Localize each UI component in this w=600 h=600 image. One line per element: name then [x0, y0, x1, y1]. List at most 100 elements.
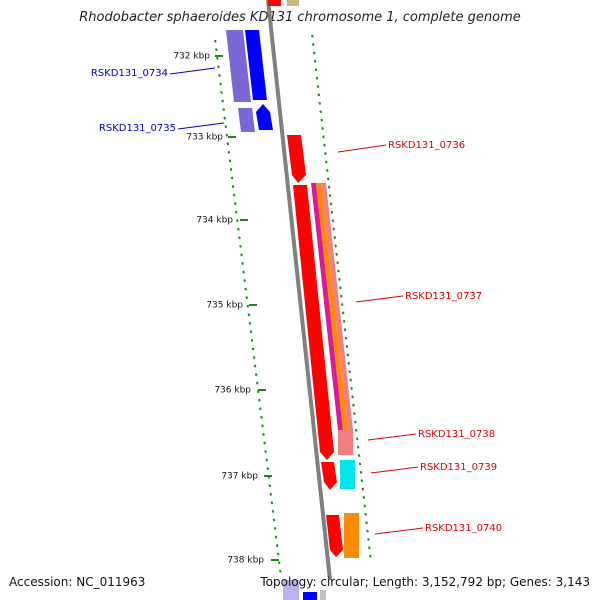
tick-dot — [341, 311, 345, 315]
tick-dot — [324, 152, 327, 156]
gene-label-0736[interactable]: RSKD131_0736 — [337, 140, 465, 153]
tick-dot — [250, 338, 254, 342]
tick-dot — [314, 68, 318, 72]
tick-dot — [350, 387, 353, 390]
gene-label-text[interactable]: RSKD131_0735 — [99, 123, 176, 134]
tick-dot — [249, 330, 253, 334]
tick-dot — [357, 454, 361, 457]
tick-dot — [222, 108, 225, 112]
tick-dot — [230, 176, 234, 180]
kbp-tick-label: 734 kbp — [196, 216, 233, 226]
tick-dot — [253, 364, 257, 368]
gene-label-text[interactable]: RSKD131_0738 — [418, 429, 495, 440]
tick-dot — [317, 93, 321, 97]
tick-dot — [342, 319, 346, 323]
kbp-tick-label: 736 kbp — [214, 386, 251, 396]
tick-dot — [363, 504, 366, 508]
gene-label-0740[interactable]: RSKD131_0740 — [374, 523, 502, 535]
feature-0734-blue — [245, 30, 267, 100]
tick-dot — [268, 484, 272, 488]
tick-dot — [246, 304, 250, 308]
tick-dot — [262, 432, 265, 436]
gene-label-text[interactable]: RSKD131_0740 — [425, 523, 502, 534]
tick-dot — [241, 262, 244, 265]
tick-dot — [264, 450, 267, 453]
tick-dot — [274, 535, 278, 539]
tick-dot — [336, 261, 339, 265]
gene-label-text[interactable]: RSKD131_0737 — [405, 291, 482, 302]
map-title: Rhodobacter sphaeroides KD131 chromosome… — [79, 10, 521, 25]
feature-0734-purple — [226, 30, 251, 102]
tick-dot — [216, 56, 219, 60]
tick-dot — [315, 76, 319, 80]
tick-dot — [234, 210, 238, 214]
tick-dot — [360, 479, 364, 483]
kbp-tick-label: 737 kbp — [221, 472, 258, 482]
tick-dot — [220, 91, 223, 94]
gene-label-text[interactable]: RSKD131_0736 — [388, 140, 465, 151]
feature-0739-cyan — [340, 460, 355, 489]
tick-dot — [349, 378, 352, 382]
gene-label-0738[interactable]: RSKD131_0738 — [367, 429, 495, 441]
tick-dot — [365, 521, 368, 525]
tick-dot — [244, 287, 247, 291]
kbp-tick-737: 737 kbp — [221, 472, 272, 482]
tick-dot — [231, 185, 235, 188]
tick-dot — [344, 336, 348, 340]
tick-dot — [269, 492, 273, 496]
tick-dot — [215, 48, 218, 52]
tick-dot — [217, 65, 220, 69]
tick-dot — [355, 437, 359, 441]
tick-dot — [279, 569, 282, 573]
tick-dot — [321, 127, 324, 130]
tick-dot — [255, 381, 259, 385]
tick-dot — [340, 294, 343, 298]
tick-dot — [242, 270, 245, 274]
tick-dot — [225, 133, 229, 137]
kbp-ticks: 732 kbp 733 kbp 734 kbp 735 kbp 736 kbp … — [173, 52, 279, 566]
chromosome-backbone — [266, 0, 332, 581]
accession-text: Accession: NC_011963 — [9, 575, 146, 589]
tick-dot — [326, 177, 330, 181]
tick-dot — [275, 544, 279, 547]
tick-dot — [218, 73, 221, 77]
tick-dot — [232, 193, 236, 197]
tick-dot — [325, 160, 328, 164]
feature-top-red — [268, 0, 281, 6]
tick-dot — [223, 116, 227, 120]
tick-dot — [338, 277, 341, 281]
gene-label-0737[interactable]: RSKD131_0737 — [355, 291, 482, 303]
tick-dot — [353, 412, 356, 416]
tick-dot — [347, 361, 351, 365]
tick-dot — [320, 118, 323, 122]
tick-dot — [312, 51, 316, 55]
gene-label-text[interactable]: RSKD131_0739 — [420, 462, 497, 473]
tick-dot — [261, 424, 264, 428]
gene-label-0735[interactable]: RSKD131_0735 — [99, 122, 225, 134]
tick-dot — [339, 286, 342, 290]
tick-dot — [328, 194, 332, 197]
gene-label-0739[interactable]: RSKD131_0739 — [370, 462, 497, 474]
tick-dot — [219, 82, 222, 86]
tick-dot — [265, 458, 268, 462]
feature-bottom-grey — [320, 590, 326, 600]
gene-labels: RSKD131_0734 RSKD131_0735 RSKD131_0736 R… — [91, 67, 502, 535]
tick-dot — [362, 496, 366, 499]
tick-dot — [239, 244, 242, 248]
tick-dot — [323, 143, 326, 147]
tick-dot — [345, 345, 349, 348]
gene-label-0734[interactable]: RSKD131_0734 — [91, 67, 216, 79]
tick-track-dots — [214, 34, 372, 573]
tick-dot — [248, 321, 252, 325]
tick-dot — [214, 39, 217, 43]
kbp-tick-735: 735 kbp — [206, 301, 257, 311]
tick-dot — [273, 527, 277, 530]
gene-label-text[interactable]: RSKD131_0734 — [91, 68, 168, 79]
tick-dot — [236, 219, 239, 223]
tick-dot — [313, 59, 317, 63]
tick-dot — [271, 509, 275, 513]
tick-dot — [240, 253, 243, 257]
tick-dot — [354, 420, 357, 424]
tick-dot — [329, 202, 333, 206]
feature-0740-red — [326, 515, 343, 557]
